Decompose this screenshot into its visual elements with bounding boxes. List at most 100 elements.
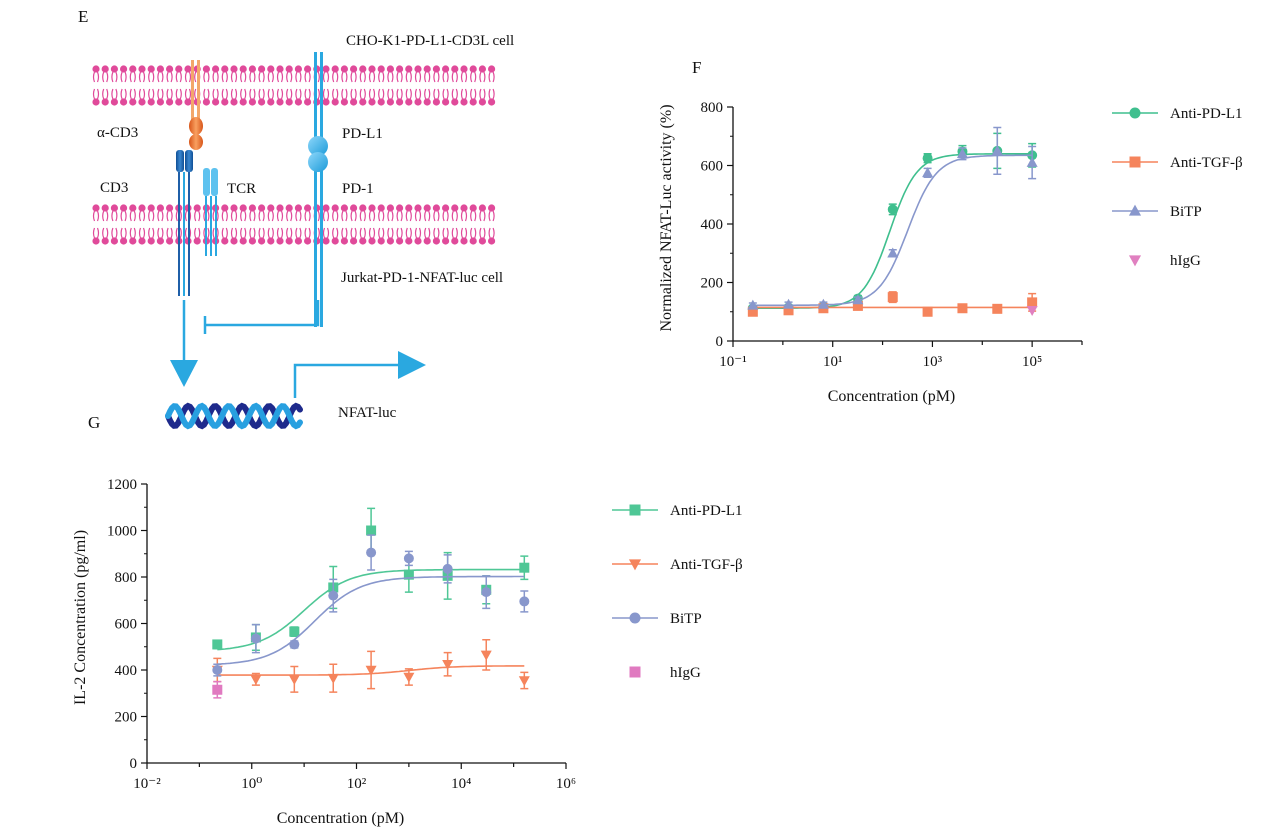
data-point bbox=[442, 659, 454, 670]
y-tick-label: 0 bbox=[130, 756, 138, 772]
data-point bbox=[403, 553, 414, 564]
series-anti-pd-l1 bbox=[747, 132, 1038, 314]
data-point bbox=[327, 673, 339, 684]
legend-marker bbox=[628, 559, 642, 571]
chart-f-nfat-luc: 0 200 400 600 800 10⁻¹ 10¹ 10³ 10⁵ Concentration … bbox=[658, 100, 1243, 405]
legend-marker bbox=[1129, 107, 1141, 119]
data-point bbox=[328, 590, 339, 601]
reporter-label: NFAT-luc bbox=[338, 405, 397, 421]
data-point bbox=[992, 303, 1003, 314]
series-anti-tgf- bbox=[211, 639, 530, 693]
anti-cd3-label: α-CD3 bbox=[97, 125, 138, 141]
bottom-cell-label: Jurkat-PD-1-NFAT-luc cell bbox=[341, 270, 503, 286]
legend-item: Anti-PD-L1 bbox=[1112, 106, 1243, 122]
legend-marker bbox=[1128, 204, 1142, 216]
legend-label: Anti-TGF-β bbox=[670, 557, 743, 573]
data-point bbox=[442, 563, 453, 574]
data-point bbox=[366, 547, 377, 558]
cd3-complex bbox=[176, 150, 193, 296]
transcription-arrow bbox=[293, 351, 426, 398]
x-tick-label: 10⁰ bbox=[241, 776, 262, 792]
data-point bbox=[289, 639, 300, 650]
x-axis-label: Concentration (pM) bbox=[828, 388, 956, 405]
legend-item: BiTP bbox=[612, 611, 702, 627]
pdl1-label: PD-L1 bbox=[342, 126, 383, 142]
x-tick-label: 10⁻² bbox=[133, 776, 161, 792]
x-tick-label: 10⁵ bbox=[1022, 354, 1042, 370]
legend-label: hIgG bbox=[670, 665, 701, 681]
y-tick-label: 600 bbox=[701, 159, 724, 175]
data-point bbox=[288, 675, 300, 686]
data-point bbox=[365, 665, 377, 676]
fit-curve bbox=[752, 153, 1033, 309]
anti-cd3-antibody bbox=[189, 60, 203, 150]
data-point bbox=[922, 167, 934, 178]
x-tick-label: 10¹ bbox=[823, 354, 843, 370]
x-tick-label: 10⁴ bbox=[451, 776, 471, 792]
series-bitp bbox=[212, 534, 530, 677]
data-point bbox=[747, 299, 759, 310]
y-tick-label: 600 bbox=[115, 617, 138, 633]
membrane-bottom bbox=[92, 204, 496, 245]
data-point bbox=[212, 684, 223, 695]
legend-marker bbox=[629, 612, 641, 624]
data-point bbox=[289, 626, 300, 637]
pdl1-receptor bbox=[308, 52, 328, 327]
panel-g-label: G bbox=[88, 413, 100, 432]
data-point bbox=[403, 569, 414, 580]
tcr-receptor bbox=[203, 168, 218, 256]
activation-arrow bbox=[170, 300, 198, 387]
top-cell-label: CHO-K1-PD-L1-CD3L cell bbox=[346, 33, 514, 49]
data-point bbox=[887, 247, 899, 258]
data-point bbox=[887, 204, 898, 215]
legend-item: hIgG bbox=[629, 665, 701, 681]
data-point bbox=[1026, 156, 1038, 167]
data-point bbox=[481, 587, 492, 598]
y-tick-label: 800 bbox=[115, 570, 138, 586]
data-point bbox=[519, 562, 530, 573]
series-bitp bbox=[747, 126, 1038, 310]
legend-label: BiTP bbox=[1170, 204, 1202, 220]
y-tick-label: 0 bbox=[716, 334, 724, 350]
data-point bbox=[922, 153, 933, 164]
data-point bbox=[957, 303, 968, 314]
cd3-label: CD3 bbox=[100, 180, 128, 196]
pd1-label: PD-1 bbox=[342, 181, 374, 197]
membrane-top bbox=[92, 65, 496, 106]
series-higg bbox=[1026, 306, 1038, 317]
data-point bbox=[887, 292, 898, 303]
panel-f-label: F bbox=[692, 58, 701, 77]
legend-label: hIgG bbox=[1170, 253, 1201, 269]
inhibition-line bbox=[203, 300, 320, 334]
legend-item: BiTP bbox=[1112, 204, 1202, 220]
fit-curve bbox=[752, 154, 1033, 307]
legend-label: BiTP bbox=[670, 611, 702, 627]
x-tick-label: 10² bbox=[347, 776, 367, 792]
x-tick-label: 10³ bbox=[923, 354, 943, 370]
x-tick-label: 10⁻¹ bbox=[719, 354, 746, 370]
data-point bbox=[250, 675, 262, 686]
data-point bbox=[783, 305, 794, 316]
y-tick-label: 200 bbox=[115, 710, 138, 726]
data-point bbox=[366, 525, 377, 536]
legend-item: Anti-TGF-β bbox=[612, 557, 743, 573]
y-tick-label: 800 bbox=[701, 100, 724, 116]
data-point bbox=[403, 672, 415, 683]
series-anti-pd-l1 bbox=[212, 507, 530, 651]
tcr-label: TCR bbox=[227, 181, 256, 197]
data-point bbox=[1027, 297, 1038, 308]
y-tick-label: 1000 bbox=[107, 524, 137, 540]
data-point bbox=[852, 300, 863, 311]
legend-marker bbox=[629, 504, 641, 516]
data-point bbox=[817, 298, 829, 309]
fit-curve bbox=[217, 575, 525, 665]
schematic-panel: E CHO-K1-PD-L1-CD3L cell bbox=[78, 7, 514, 430]
legend-item: Anti-TGF-β bbox=[1112, 155, 1243, 171]
legend-label: Anti-PD-L1 bbox=[670, 503, 743, 519]
y-tick-label: 400 bbox=[115, 663, 138, 679]
data-point bbox=[519, 596, 530, 607]
legend-marker bbox=[1129, 156, 1141, 168]
legend-marker bbox=[629, 666, 641, 678]
data-point bbox=[852, 294, 864, 305]
